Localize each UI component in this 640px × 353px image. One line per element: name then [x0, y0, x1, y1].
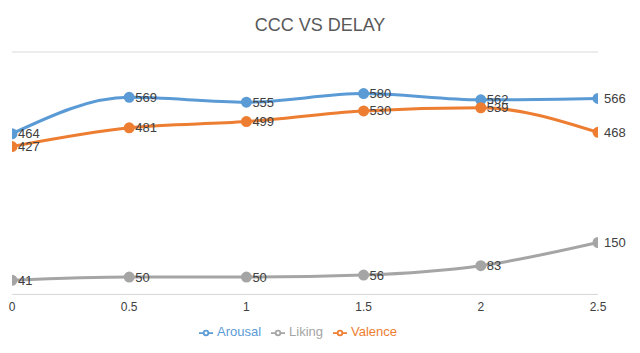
- svg-text:2: 2: [477, 300, 484, 314]
- svg-text:481: 481: [135, 120, 157, 135]
- svg-text:41: 41: [18, 273, 32, 288]
- svg-text:566: 566: [604, 91, 626, 106]
- svg-text:56: 56: [370, 268, 384, 283]
- svg-text:530: 530: [370, 103, 392, 118]
- html-text:CCC VS DELAY: CCC VS DELAY: [254, 15, 386, 35]
- svg-text:499: 499: [252, 114, 274, 129]
- svg-text:555: 555: [252, 95, 274, 110]
- svg-text:1.5: 1.5: [355, 300, 372, 314]
- svg-text:150: 150: [604, 235, 626, 250]
- svg-text:580: 580: [370, 86, 392, 101]
- svg-text:50: 50: [252, 270, 266, 285]
- svg-text:83: 83: [487, 258, 501, 273]
- svg-text:1: 1: [243, 300, 250, 314]
- svg-text:468: 468: [604, 125, 626, 140]
- html-text:Arousal: Arousal: [217, 324, 261, 340]
- svg-text:569: 569: [135, 90, 157, 105]
- svg-text:464: 464: [18, 126, 40, 142]
- html-text:Liking: Liking: [289, 324, 323, 340]
- svg-text:50: 50: [135, 270, 149, 285]
- svg-text:427: 427: [18, 139, 40, 154]
- svg-text:539: 539: [487, 100, 509, 115]
- svg-text:2.5: 2.5: [590, 300, 607, 314]
- svg-text:0.5: 0.5: [121, 300, 138, 314]
- html-text:Valence: Valence: [351, 324, 397, 340]
- svg-text:0: 0: [9, 300, 16, 314]
